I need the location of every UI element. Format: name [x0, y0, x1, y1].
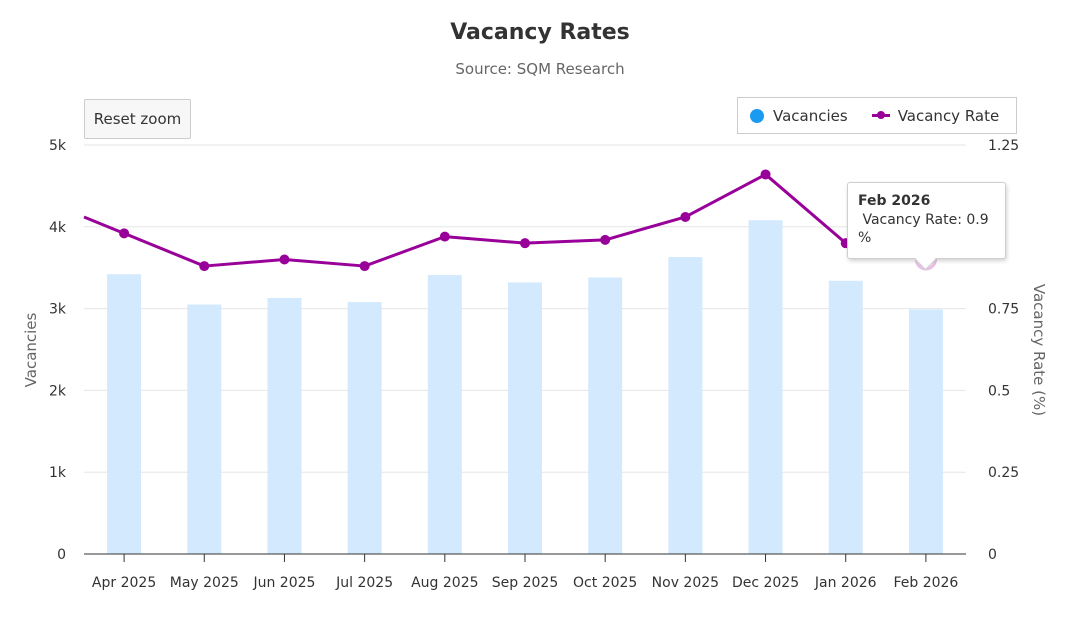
reset-zoom-button[interactable]: Reset zoom	[84, 99, 191, 139]
point-vacancy-rate	[119, 228, 130, 239]
point-vacancy-rate	[439, 231, 450, 242]
y-right-tick-label: 0.75	[988, 302, 1019, 318]
bar-vacancies	[748, 220, 783, 555]
x-tick-label: Apr 2025	[92, 575, 156, 591]
tooltip-value: Vacancy Rate: 0.9 %	[858, 211, 995, 247]
point-vacancy-rate	[520, 238, 530, 249]
x-tick-label: Sep 2025	[492, 575, 558, 591]
point-vacancy-rate	[359, 261, 370, 272]
x-tick-label: Jun 2025	[252, 575, 315, 591]
x-tick-label: Dec 2025	[732, 575, 799, 591]
legend-item-vacancies[interactable]: Vacancies	[750, 107, 848, 125]
legend-item-vacancy-rate[interactable]: Vacancy Rate	[871, 106, 1000, 125]
legend-marker-vacancy-rate	[871, 111, 890, 119]
point-vacancy-rate	[760, 169, 771, 180]
bar-vacancies	[347, 302, 382, 554]
x-tick-label: Feb 2026	[893, 575, 958, 591]
bar-vacancies	[187, 304, 222, 554]
y-left-tick-label: 3k	[49, 302, 67, 318]
x-tick-label: Jan 2026	[814, 575, 877, 591]
y-left-tick-label: 2k	[49, 383, 67, 399]
legend-label-vacancy-rate: Vacancy Rate	[897, 106, 1000, 125]
bar-vacancies	[828, 280, 863, 554]
y-right-axis-title: Vacancy Rate (%)	[1030, 284, 1048, 416]
legend: Vacancies Vacancy Rate	[737, 97, 1017, 134]
tooltip-title: Feb 2026	[858, 193, 931, 209]
line-vacancy-rate	[83, 172, 927, 268]
point-vacancy-rate	[600, 234, 611, 245]
point-vacancy-rate	[279, 254, 290, 265]
y-right-tick-label: 0	[988, 547, 997, 563]
chart-subtitle: Source: SQM Research	[455, 60, 625, 78]
chart-title: Vacancy Rates	[450, 20, 630, 45]
bar-vacancies	[107, 274, 142, 554]
tooltip: Feb 2026 Vacancy Rate: 0.9 %	[847, 182, 1006, 259]
y-left-tick-label: 0	[57, 547, 66, 563]
bar-vacancies	[588, 277, 623, 554]
bar-vacancies	[668, 257, 703, 554]
y-left-axis-title: Vacancies	[22, 312, 40, 387]
legend-label-vacancies: Vacancies	[773, 106, 848, 125]
y-left-tick-label: 1k	[49, 465, 67, 481]
point-vacancy-rate	[199, 261, 210, 272]
y-left-tick-label: 4k	[49, 220, 67, 236]
bar-vacancies	[508, 282, 542, 554]
bar-vacancies	[427, 275, 462, 554]
tooltip-value-text: Vacancy Rate: 0.9	[862, 212, 989, 228]
x-tick-label: Aug 2025	[411, 575, 478, 591]
x-tick-label: Oct 2025	[573, 575, 637, 591]
x-tick-label: Jul 2025	[335, 575, 393, 591]
tooltip-unit: %	[858, 230, 872, 246]
y-right-tick-label: 1.25	[988, 138, 1019, 154]
x-tick-label: May 2025	[170, 575, 239, 591]
point-vacancy-rate	[680, 211, 691, 222]
bar-vacancies	[267, 297, 302, 554]
y-right-tick-label: 0.25	[988, 465, 1019, 481]
y-right-tick-label: 0.5	[988, 383, 1010, 399]
legend-marker-vacancies	[750, 108, 764, 123]
bar-vacancies	[908, 309, 943, 554]
y-left-tick-label: 5k	[49, 138, 67, 154]
x-tick-label: Nov 2025	[652, 575, 719, 591]
